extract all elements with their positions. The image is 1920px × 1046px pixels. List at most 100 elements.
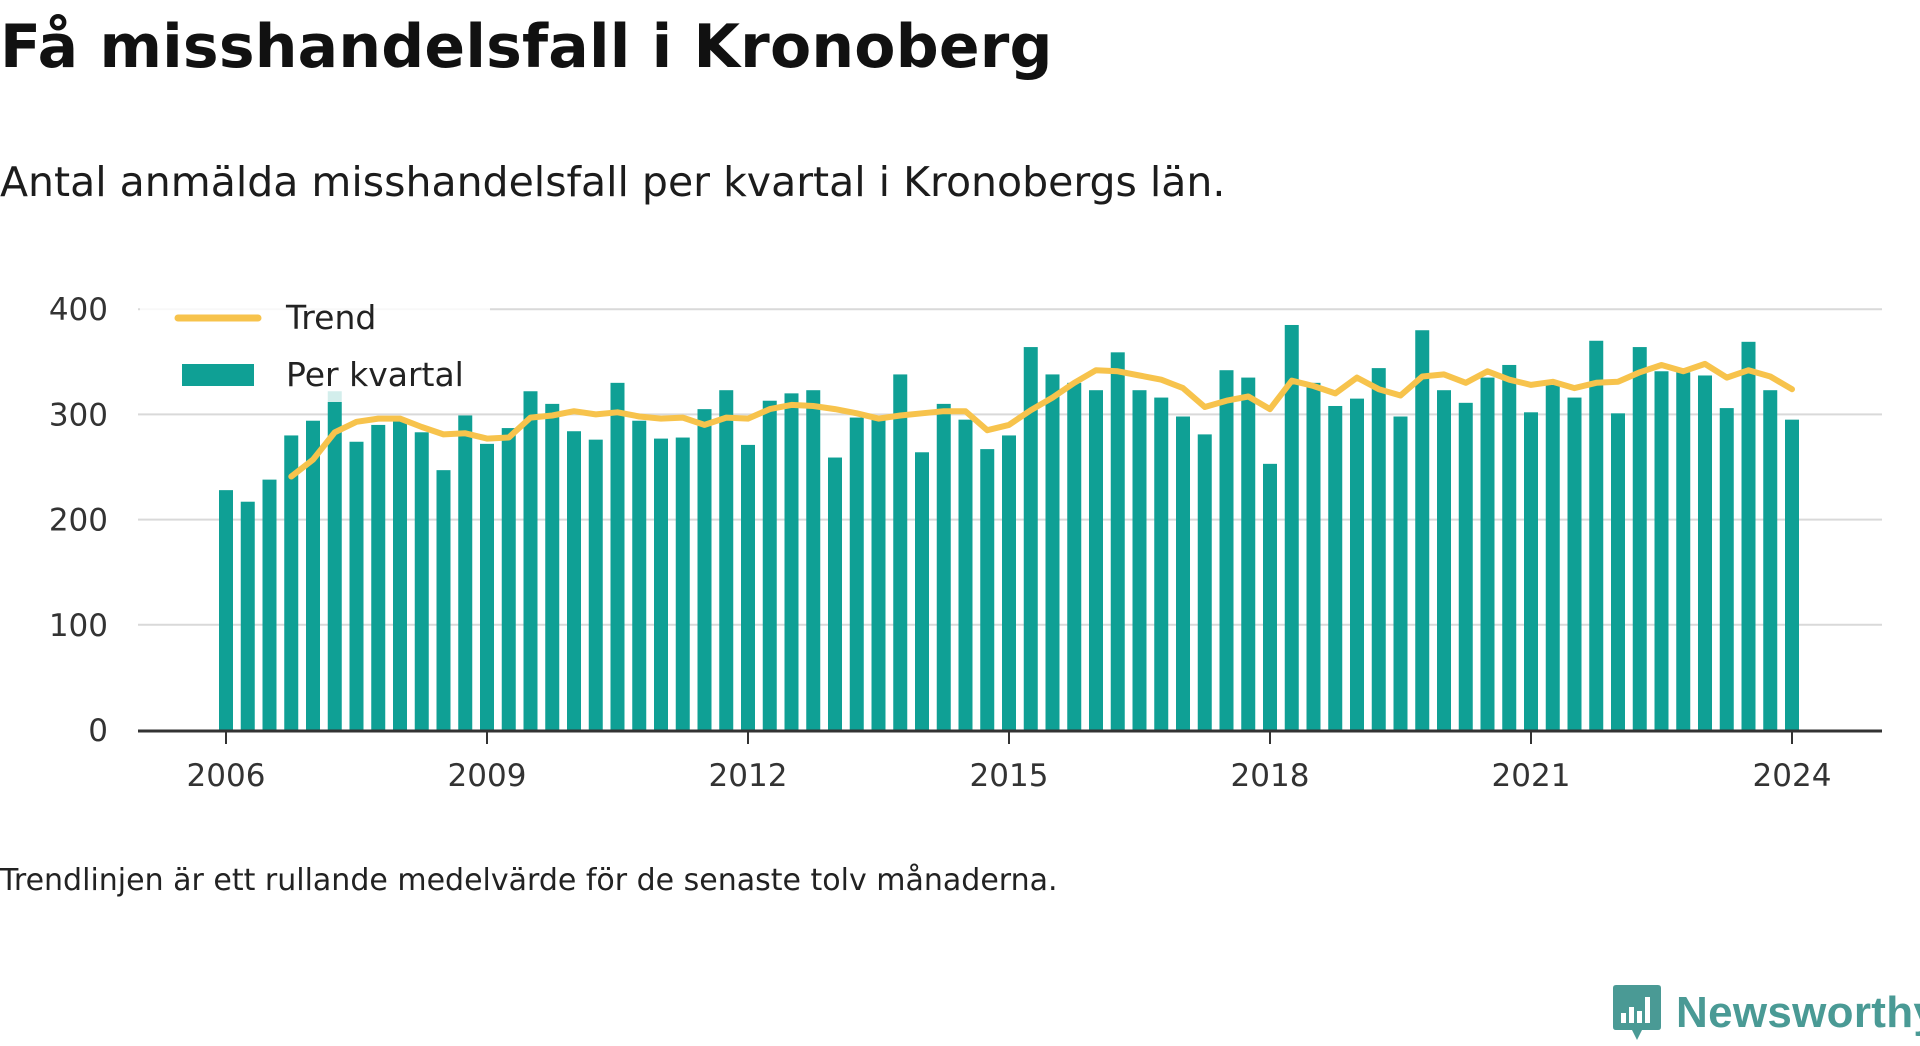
bar xyxy=(1415,330,1430,730)
bar xyxy=(1719,408,1734,730)
bars-per-kvartal xyxy=(219,324,1799,730)
bar xyxy=(1284,324,1299,730)
chart-title: Få misshandelsfall i Kronoberg xyxy=(0,12,1053,82)
y-tick-label: 100 xyxy=(49,608,108,644)
x-tick-label: 2018 xyxy=(1231,758,1310,794)
bar xyxy=(501,428,516,730)
bar xyxy=(741,444,755,730)
bar xyxy=(1089,390,1103,730)
bar xyxy=(436,470,451,730)
bar xyxy=(219,490,233,730)
x-tick-label: 2021 xyxy=(1492,758,1571,794)
bar xyxy=(915,452,929,730)
bar xyxy=(1698,375,1712,730)
bar xyxy=(1654,371,1669,730)
bar xyxy=(632,420,647,730)
legend-trend-label: Trend xyxy=(285,298,376,337)
bar xyxy=(414,432,429,730)
bar xyxy=(1524,412,1538,730)
bar xyxy=(1741,341,1756,730)
bar xyxy=(936,403,951,730)
bar xyxy=(1045,374,1060,730)
bar xyxy=(458,415,473,730)
bar xyxy=(1241,377,1256,730)
legend-bar-label: Per kvartal xyxy=(286,355,464,394)
bar xyxy=(980,449,995,730)
bar xyxy=(1219,370,1234,730)
bar xyxy=(675,437,690,730)
x-tick-label: 2015 xyxy=(970,758,1049,794)
bar xyxy=(1458,402,1473,730)
y-tick-label: 0 xyxy=(88,713,108,749)
newsworthy-logo-icon xyxy=(1613,985,1661,1040)
bar xyxy=(262,479,277,730)
bar xyxy=(1632,347,1647,730)
bar xyxy=(610,382,625,730)
bar xyxy=(1545,384,1560,730)
bar xyxy=(371,424,386,730)
bar xyxy=(654,438,668,730)
x-tick-label: 2009 xyxy=(448,758,527,794)
x-tick-label: 2006 xyxy=(187,758,266,794)
bar xyxy=(784,393,799,730)
brand-name: Newsworthy xyxy=(1676,988,1920,1037)
bar xyxy=(697,409,712,730)
trend-line-layer xyxy=(288,360,1795,480)
bar xyxy=(893,374,908,730)
bar xyxy=(1393,416,1408,730)
bar xyxy=(871,418,886,730)
bar xyxy=(849,417,864,730)
bar xyxy=(1263,463,1277,730)
bar xyxy=(588,439,603,730)
y-tick-label: 400 xyxy=(49,292,108,328)
trend-line xyxy=(288,360,1795,480)
footnote: Trendlinjen är ett rullande medelvärde f… xyxy=(0,863,1058,898)
bar xyxy=(1763,390,1778,730)
bar xyxy=(1676,372,1691,730)
bar xyxy=(327,391,342,730)
bar xyxy=(1110,352,1125,730)
chart-subtitle: Antal anmälda misshandelsfall per kvarta… xyxy=(0,158,1226,206)
y-tick-label: 200 xyxy=(49,503,108,539)
bar xyxy=(958,419,973,730)
bar xyxy=(1328,405,1343,730)
axes: 0 100 200 300 400 2006 2009 2012 2015 2018 2021 202… xyxy=(49,292,1882,794)
bar xyxy=(284,435,299,730)
bar xyxy=(1589,340,1604,730)
y-tick-label: 300 xyxy=(49,397,108,433)
bar xyxy=(1023,347,1038,730)
bar xyxy=(393,418,407,730)
bar xyxy=(806,390,821,730)
bar xyxy=(567,431,581,730)
x-tick-label: 2012 xyxy=(709,758,788,794)
bar xyxy=(240,501,255,730)
legend-bar-swatch xyxy=(182,364,254,386)
bar xyxy=(1437,390,1451,730)
bar xyxy=(1350,398,1364,730)
bar xyxy=(349,441,364,730)
bar xyxy=(828,457,842,730)
bar xyxy=(719,390,734,730)
bar xyxy=(1154,397,1169,730)
bar xyxy=(1480,377,1495,730)
bar xyxy=(762,400,777,730)
legend: Trend Per kvartal xyxy=(140,298,490,402)
bar xyxy=(523,391,538,730)
x-tick-label: 2024 xyxy=(1753,758,1832,794)
bar xyxy=(1371,368,1386,730)
chart-area: Trend Per kvartal 0 100 200 300 400 2006 2009 20… xyxy=(49,292,1882,794)
bar xyxy=(1567,397,1582,730)
bar xyxy=(1502,364,1517,730)
bar xyxy=(1306,382,1321,730)
bar xyxy=(306,420,320,730)
bar xyxy=(1197,434,1212,730)
brand[interactable]: Newsworthy xyxy=(1612,980,1920,1046)
bar xyxy=(1611,413,1625,730)
bar xyxy=(545,403,560,730)
bar xyxy=(1132,390,1147,730)
bar xyxy=(1785,419,1799,730)
bar xyxy=(1176,416,1190,730)
bar xyxy=(480,443,494,730)
bar xyxy=(1067,382,1082,730)
bar xyxy=(1002,435,1016,730)
